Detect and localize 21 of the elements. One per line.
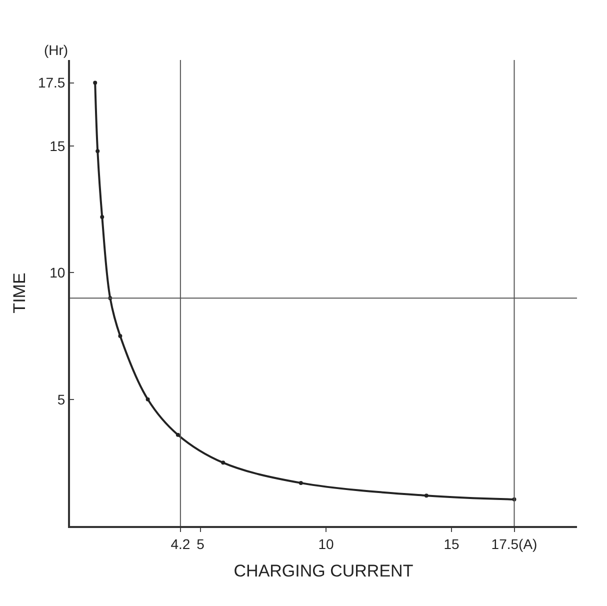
point <box>93 80 98 85</box>
text: (Hr) <box>44 42 68 58</box>
y-tick-label: 17.5 <box>38 74 66 91</box>
x-tick-label: 17.5(A) <box>491 536 538 552</box>
y-axis-title: TIME <box>10 272 29 314</box>
point <box>424 494 428 498</box>
point <box>298 480 303 485</box>
x-tick-label: 5 <box>196 536 205 552</box>
x-tick-label: 4.2 <box>170 536 190 552</box>
y-tick-label: 5 <box>57 391 66 408</box>
y-tick-label: 15 <box>50 138 66 154</box>
point <box>146 397 150 402</box>
point <box>176 432 180 437</box>
point <box>118 334 122 338</box>
point <box>221 460 226 465</box>
x-tick-label: 10 <box>318 536 334 552</box>
x-axis-title: CHARGING CURRENT <box>234 562 414 581</box>
point <box>96 149 100 154</box>
y-tick-label: 10 <box>50 264 66 281</box>
x-tick-label: 15 <box>444 536 460 552</box>
point <box>100 215 104 220</box>
